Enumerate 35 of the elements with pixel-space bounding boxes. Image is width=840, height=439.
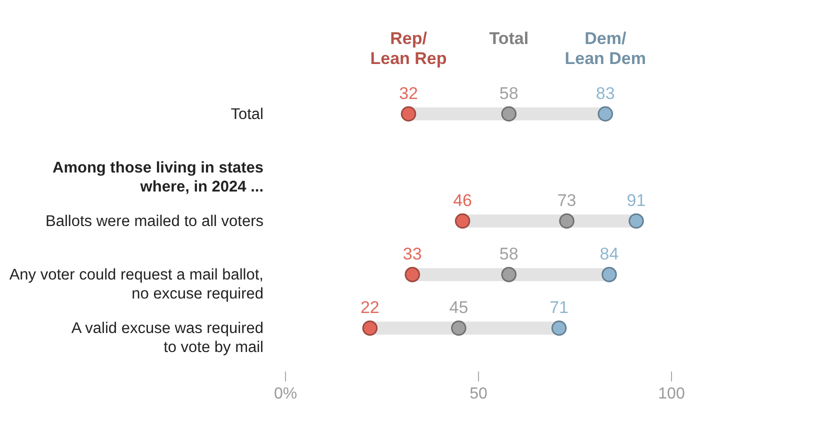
point — [501, 266, 517, 282]
point — [628, 213, 644, 229]
x-tick-label: 50 — [470, 386, 488, 402]
text: Total — [489, 29, 529, 48]
y-tick-label: Ballots were mailed to all voters — [46, 213, 264, 230]
point — [404, 266, 420, 282]
data-label: 91 — [626, 191, 646, 210]
y-tick-label: Among those living in states where, in 2024 ... — [52, 159, 264, 196]
point — [559, 213, 574, 229]
data-label: 46 — [453, 191, 472, 210]
point — [598, 106, 614, 122]
data-label: 58 — [499, 244, 518, 264]
point — [602, 266, 617, 282]
data-label: 58 — [499, 84, 518, 103]
point — [400, 106, 416, 122]
data-label: 73 — [557, 191, 576, 210]
y-tick-label: Any voter could request a mail ballot, no excuse required — [9, 266, 264, 303]
point — [454, 213, 470, 229]
x-tick-label: 0% — [274, 386, 298, 402]
data-label: 22 — [360, 298, 380, 318]
y-tick-label: Total — [230, 106, 264, 123]
data-label: 33 — [402, 244, 422, 264]
point — [501, 106, 517, 122]
data-label: 45 — [449, 298, 468, 318]
data-label: 71 — [550, 298, 569, 318]
data-label: 84 — [600, 244, 619, 264]
x-tick-label: 100 — [658, 386, 685, 402]
text: Rep/Lean Rep — [370, 29, 447, 68]
data-label: 32 — [399, 84, 418, 103]
y-tick-label: A valid excuse was required to vote by mail — [71, 320, 264, 356]
data-label: 83 — [596, 84, 615, 103]
text: Dem/Lean Dem — [564, 29, 646, 68]
point — [362, 320, 378, 336]
point — [551, 320, 567, 336]
point — [451, 320, 466, 336]
